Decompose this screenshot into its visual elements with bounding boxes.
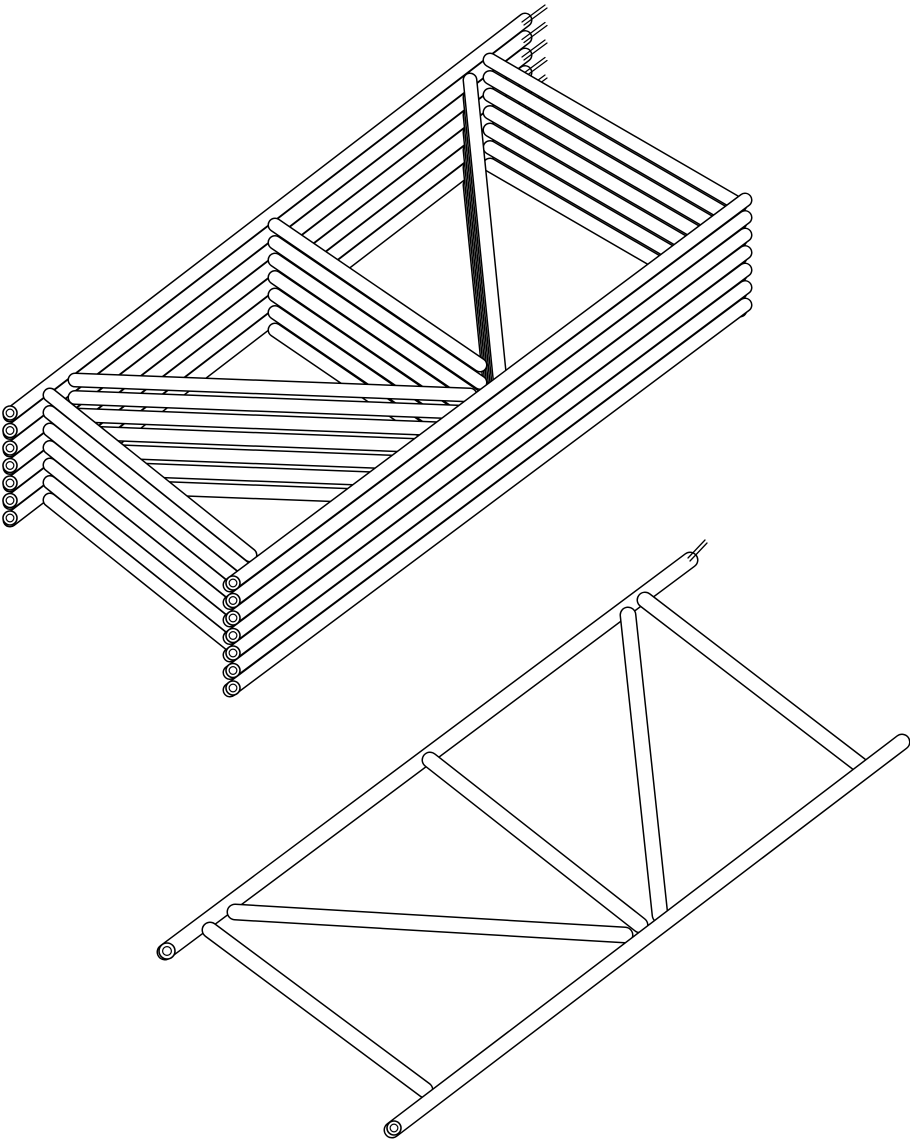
left-cross-tube: [42, 387, 258, 563]
front-rail-end-cap: [225, 662, 241, 679]
front-rail-end-cap: [225, 627, 241, 644]
back-rail-end-cap: [2, 492, 18, 509]
back-rail-tube: [2, 30, 533, 440]
left-diagonal-brace: [67, 407, 478, 438]
right-cross-tube: [482, 87, 748, 248]
front-rail-tube: [222, 245, 753, 645]
stacked-frame-1: [2, 4, 753, 593]
stacked-frames: [2, 4, 753, 698]
back-rail-end-cap: [2, 405, 18, 421]
single-front-rail-end-cap: [386, 1120, 402, 1136]
front-rail-tube: [222, 262, 753, 663]
front-rail-end-cap: [225, 610, 241, 626]
spigot-pin: [521, 4, 548, 26]
back-rail-end-cap: [2, 457, 18, 474]
front-rail-tube: [222, 280, 753, 680]
back-rail-end-cap: [2, 440, 18, 456]
left-diagonal-brace: [67, 390, 478, 420]
back-rail-end-cap: [2, 422, 18, 439]
spigot-pin: [521, 21, 548, 44]
right-diagonal-brace: [462, 72, 508, 388]
front-rail-tube: [222, 297, 753, 698]
single-left-cross-tube: [201, 921, 434, 1099]
middle-cross-tube: [267, 217, 488, 373]
left-cross-tube: [42, 475, 258, 650]
single-back-rail-end-cap: [158, 942, 176, 960]
single-front-rail-tube: [383, 733, 910, 1139]
single-left-diagonal-brace: [226, 903, 634, 944]
left-cross-tube: [42, 457, 258, 633]
single-right-cross-tube: [636, 591, 869, 774]
back-rail-end-cap: [2, 510, 18, 526]
left-diagonal-brace: [67, 425, 478, 455]
front-rail-tube: [222, 210, 753, 610]
left-diagonal-brace: [67, 372, 478, 403]
front-rail-end-cap: [225, 575, 241, 591]
single-frame: [156, 539, 910, 1139]
back-rail-end-cap: [2, 475, 18, 491]
single-spigot-pin: [687, 539, 708, 562]
front-rail-end-cap: [225, 680, 241, 696]
left-cross-tube: [42, 422, 258, 598]
front-rail-end-cap: [225, 592, 241, 609]
left-cross-tube: [42, 405, 258, 580]
front-rail-end-cap: [225, 645, 241, 661]
left-cross-tube: [42, 440, 258, 615]
middle-cross-tube: [267, 235, 488, 390]
stacked-frame-2: [2, 21, 753, 610]
single-right-diagonal-brace: [619, 606, 669, 924]
left-cross-tube: [42, 492, 258, 668]
right-cross-tube: [482, 52, 748, 213]
spigot-pin: [521, 39, 548, 61]
middle-cross-tube: [267, 252, 488, 408]
front-rail-tube: [222, 227, 753, 628]
right-cross-tube: [482, 70, 748, 230]
single-middle-cross-tube: [421, 751, 649, 934]
front-rail-tube: [222, 192, 753, 593]
back-rail-tube: [2, 12, 533, 423]
